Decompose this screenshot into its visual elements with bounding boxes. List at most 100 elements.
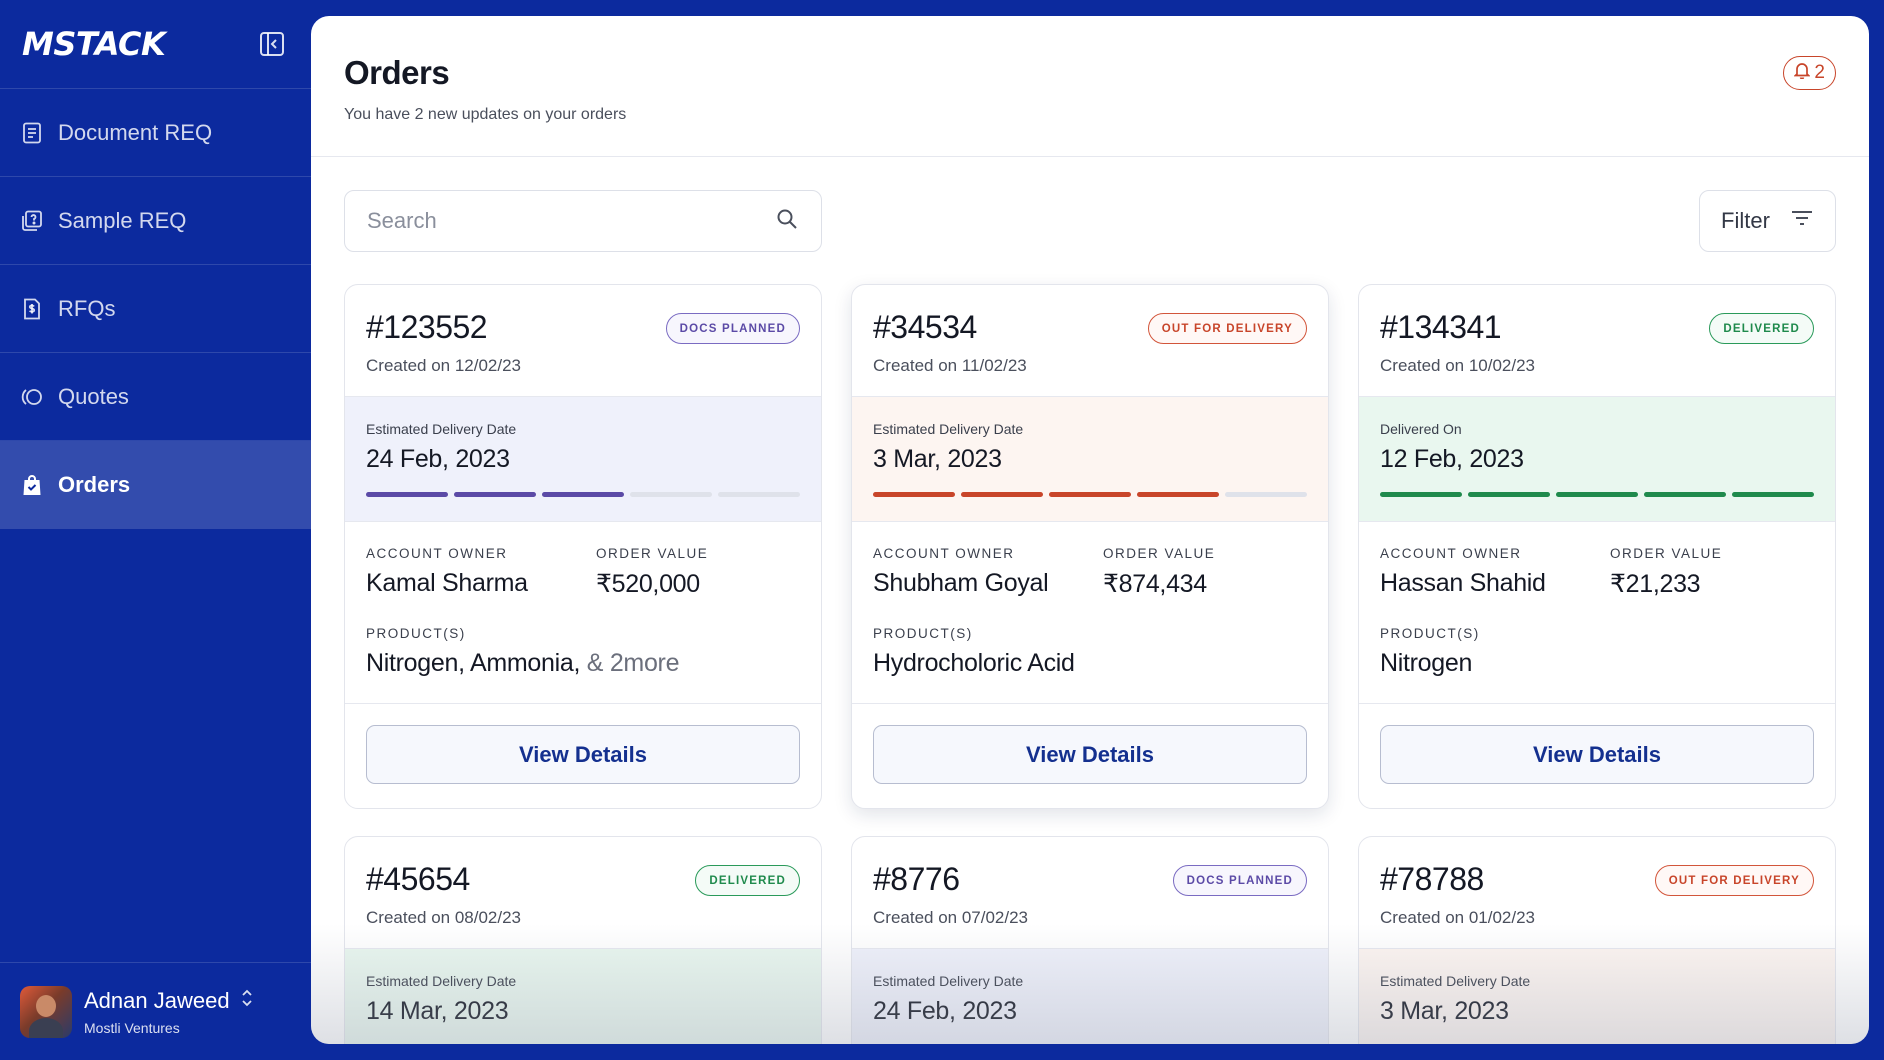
progress-segment: [1468, 492, 1550, 497]
sidebar: MSTACK Document REQ Sample REQ RFQs Quot…: [0, 0, 311, 1060]
order-value-caption: ORDER VALUE: [1610, 546, 1723, 561]
account-owner-caption: ACCOUNT OWNER: [1380, 546, 1522, 561]
view-details-button[interactable]: View Details: [873, 725, 1307, 784]
progress-segment: [630, 492, 712, 497]
progress-segment: [718, 492, 800, 497]
order-created: Created on 12/02/23: [366, 356, 522, 375]
delivery-section: Estimated Delivery Date 14 Mar, 2023: [345, 949, 821, 1044]
order-card-header: #34534 Created on 11/02/23 OUT FOR DELIV…: [852, 285, 1328, 397]
account-owner-caption: ACCOUNT OWNER: [366, 546, 508, 561]
delivery-date: 12 Feb, 2023: [1380, 445, 1524, 473]
products-caption: PRODUCT(S): [366, 626, 466, 641]
view-details-button[interactable]: View Details: [1380, 725, 1814, 784]
order-value: ₹520,000: [596, 570, 700, 598]
sidebar-item-rfqs[interactable]: RFQs: [0, 265, 311, 353]
sidebar-item-document-req[interactable]: Document REQ: [0, 89, 311, 177]
orders-bag-icon: [20, 473, 44, 497]
avatar: [20, 985, 72, 1038]
products-list: Hydrocholoric Acid: [873, 649, 1075, 677]
progress-segment: [1556, 492, 1638, 497]
notification-badge[interactable]: 2: [1783, 56, 1836, 90]
user-name: Adnan Jaweed: [84, 987, 230, 1013]
toolbar: Filter: [344, 190, 1836, 252]
sample-icon: [20, 209, 44, 233]
rfq-icon: [20, 297, 44, 321]
sidebar-item-label: RFQs: [58, 295, 116, 321]
delivery-date: 3 Mar, 2023: [1380, 997, 1509, 1025]
order-card: #78788 Created on 01/02/23 OUT FOR DELIV…: [1358, 836, 1836, 1044]
sidebar-item-quotes[interactable]: Quotes: [0, 353, 311, 441]
sidebar-item-label: Quotes: [58, 383, 129, 409]
sidebar-collapse-icon[interactable]: [259, 31, 285, 57]
document-icon: [20, 121, 44, 145]
progress-segment: [366, 492, 448, 497]
account-owner: Hassan Shahid: [1380, 569, 1546, 597]
delivery-date: 24 Feb, 2023: [873, 997, 1017, 1025]
order-card-header: #78788 Created on 01/02/23 OUT FOR DELIV…: [1359, 837, 1835, 949]
view-details-button[interactable]: View Details: [366, 725, 800, 784]
progress-segment: [1732, 492, 1814, 497]
order-id: #78788: [1380, 861, 1484, 897]
sidebar-header: MSTACK: [0, 0, 311, 89]
page-title: Orders: [344, 54, 450, 91]
chevron-up-down-icon[interactable]: [240, 988, 254, 1014]
order-created: Created on 07/02/23: [873, 908, 1029, 927]
order-value-caption: ORDER VALUE: [1103, 546, 1216, 561]
sidebar-item-orders[interactable]: Orders: [0, 441, 311, 529]
progress-segment: [873, 492, 955, 497]
progress-segment: [1137, 492, 1219, 497]
order-card-header: #45654 Created on 08/02/23 DELIVERED: [345, 837, 821, 949]
progress-segment: [454, 492, 536, 497]
order-details: ACCOUNT OWNER Shubham Goyal ORDER VALUE …: [852, 522, 1328, 704]
delivery-label: Delivered On: [1380, 421, 1462, 437]
delivery-section: Estimated Delivery Date 3 Mar, 2023: [852, 397, 1328, 522]
progress-segment: [1049, 492, 1131, 497]
order-value: ₹874,434: [1103, 570, 1207, 598]
status-badge: DELIVERED: [1709, 313, 1814, 344]
delivery-label: Estimated Delivery Date: [873, 973, 1024, 989]
order-id: #123552: [366, 309, 488, 345]
order-created: Created on 11/02/23: [873, 356, 1027, 375]
products-more-link[interactable]: & 2more: [580, 649, 680, 677]
quotes-icon: [20, 385, 44, 409]
delivery-date: 3 Mar, 2023: [873, 445, 1002, 473]
status-badge: OUT FOR DELIVERY: [1147, 313, 1307, 344]
progress-segment: [1644, 492, 1726, 497]
order-id: #45654: [366, 861, 470, 897]
sidebar-item-label: Sample REQ: [58, 207, 187, 233]
filter-icon: [1790, 208, 1814, 234]
status-badge: DELIVERED: [695, 865, 800, 896]
status-badge: DOCS PLANNED: [665, 313, 800, 344]
delivery-label: Estimated Delivery Date: [873, 421, 1024, 437]
order-card-header: #123552 Created on 12/02/23 DOCS PLANNED: [345, 285, 821, 397]
order-details: ACCOUNT OWNER Hassan Shahid ORDER VALUE …: [1359, 522, 1835, 704]
brand-logo: MSTACK: [22, 25, 166, 63]
search-input[interactable]: [367, 208, 747, 234]
sidebar-item-label: Document REQ: [58, 119, 213, 145]
search-box[interactable]: [344, 190, 822, 252]
delivery-date: 14 Mar, 2023: [366, 997, 509, 1025]
delivery-label: Estimated Delivery Date: [1380, 973, 1531, 989]
order-id: #8776: [873, 861, 960, 897]
search-icon[interactable]: [775, 207, 799, 236]
progress-segment: [542, 492, 624, 497]
order-value: ₹21,233: [1610, 570, 1701, 598]
delivery-progress: [1380, 492, 1814, 497]
sidebar-item-sample-req[interactable]: Sample REQ: [0, 177, 311, 265]
account-owner-caption: ACCOUNT OWNER: [873, 546, 1015, 561]
filter-button[interactable]: Filter: [1699, 190, 1836, 252]
progress-segment: [961, 492, 1043, 497]
order-created: Created on 01/02/23: [1380, 908, 1536, 927]
delivery-date: 24 Feb, 2023: [366, 445, 510, 473]
products-caption: PRODUCT(S): [873, 626, 973, 641]
progress-segment: [1380, 492, 1462, 497]
order-card: #123552 Created on 12/02/23 DOCS PLANNED…: [344, 284, 822, 809]
user-name-row: Adnan Jaweed: [84, 988, 254, 1014]
user-profile[interactable]: Adnan Jaweed Mostli Ventures: [0, 962, 311, 1060]
order-card: #134341 Created on 10/02/23 DELIVERED De…: [1358, 284, 1836, 809]
delivery-section: Estimated Delivery Date 3 Mar, 2023: [1359, 949, 1835, 1044]
progress-segment: [1225, 492, 1307, 497]
products-value: Nitrogen: [1380, 649, 1480, 678]
delivery-label: Estimated Delivery Date: [366, 421, 517, 437]
products-value: Hydrocholoric Acid: [873, 649, 1075, 678]
